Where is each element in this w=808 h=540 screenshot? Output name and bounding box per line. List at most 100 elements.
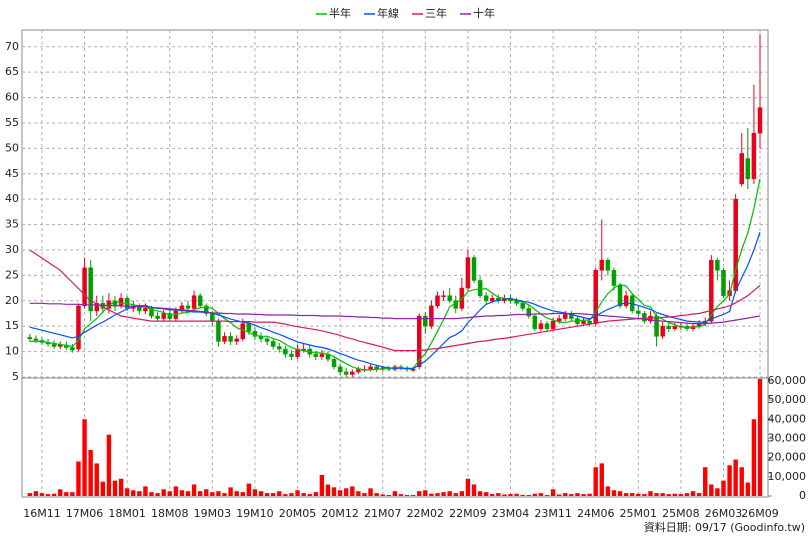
volume-bar — [727, 465, 732, 496]
y2-tick-label: 40,000 — [768, 412, 807, 425]
candle-body — [471, 257, 477, 281]
candle-body — [222, 336, 227, 342]
y2-tick-label: 30,000 — [768, 431, 807, 444]
candle-body — [435, 295, 440, 307]
candle-body — [666, 325, 671, 329]
candle-body — [581, 320, 586, 324]
x-tick-label: 22M02 — [407, 507, 445, 520]
volume-bar — [51, 493, 57, 496]
candle-body — [605, 259, 611, 271]
volume-bar — [252, 489, 258, 496]
volume-bar — [325, 484, 331, 496]
volume-bar — [64, 492, 69, 496]
volume-bar — [283, 494, 288, 496]
x-tick-label: 26M03 — [705, 507, 743, 520]
y-tick-label: 55 — [5, 116, 19, 129]
y2-tick-label: 50,000 — [768, 393, 807, 406]
candle-body — [715, 259, 720, 271]
candle-body — [356, 369, 361, 373]
volume-bar — [423, 490, 428, 496]
candle-body — [70, 347, 75, 351]
volume-bar — [483, 492, 489, 496]
x-tick-label: 21M07 — [364, 507, 402, 520]
volume-bar — [672, 493, 678, 496]
candle-body — [76, 305, 81, 350]
volume-bar — [690, 491, 696, 496]
volume-bar — [410, 495, 416, 496]
volume-bar — [696, 493, 702, 496]
volume-bar — [496, 493, 501, 496]
candle-body — [477, 280, 483, 296]
candle-body — [483, 295, 489, 302]
volume-bar — [611, 490, 617, 496]
volume-bar — [70, 492, 75, 496]
candle-body — [343, 371, 349, 375]
volume-bar — [544, 495, 550, 496]
volume-bar — [337, 490, 343, 496]
volume-bar — [471, 484, 477, 496]
candle-body — [368, 366, 373, 370]
legend-label: 十年 — [473, 6, 495, 20]
volume-bar — [313, 492, 318, 496]
x-tick-label: 19M10 — [236, 507, 274, 520]
x-tick-label: 24M06 — [577, 507, 615, 520]
candle-body — [289, 353, 294, 357]
volume-bar — [556, 494, 562, 496]
ma-line — [29, 302, 761, 325]
x-tick-label: 18M08 — [151, 507, 189, 520]
volume-bar — [289, 493, 294, 496]
candle-body — [337, 366, 343, 373]
x-tick-label: 25M08 — [662, 507, 700, 520]
volume-bar — [179, 490, 185, 496]
volume-bar — [374, 493, 379, 496]
candle-body — [118, 297, 124, 307]
volume-bar — [210, 492, 215, 496]
y-tick-label: 40 — [5, 192, 19, 205]
candle-body — [672, 325, 678, 329]
candle-body — [441, 295, 446, 297]
volume-bar — [112, 480, 118, 496]
x-tick-label: 22M09 — [449, 507, 487, 520]
volume-bar — [100, 481, 106, 496]
volume-bar — [88, 449, 93, 496]
volume-bar — [441, 492, 446, 496]
candle-body — [210, 313, 215, 322]
volume-bar — [143, 486, 148, 496]
volume-bar — [264, 493, 270, 496]
volume-bar — [666, 494, 671, 496]
candle-body — [283, 348, 288, 355]
volume-bar — [307, 494, 312, 496]
y2-tick-label: 20,000 — [768, 451, 807, 464]
volume-bar — [508, 494, 513, 496]
candle-body — [617, 285, 623, 307]
volume-bar — [277, 491, 282, 496]
y-tick-label: 15 — [5, 319, 19, 332]
candle-body — [167, 313, 173, 319]
volume-bar — [124, 488, 130, 496]
volume-bar — [709, 484, 714, 496]
x-tick-label: 16M11 — [23, 507, 61, 520]
y-tick-label: 5 — [12, 370, 19, 383]
volume-bar — [167, 491, 172, 496]
x-tick-label: 20M12 — [321, 507, 359, 520]
candle-body — [745, 158, 751, 180]
volume-bar — [380, 494, 385, 496]
volume-bar — [721, 480, 726, 496]
candle-body — [526, 308, 532, 317]
volume-bar — [350, 486, 355, 496]
candle-body — [532, 315, 538, 329]
volume-bar — [520, 494, 525, 496]
volume-bar — [216, 491, 221, 496]
y-tick-label: 70 — [5, 40, 19, 53]
volume-bar — [131, 490, 136, 496]
volume-bar — [751, 419, 757, 496]
y2-tick-label: 60,000 — [768, 374, 807, 387]
volume-bar — [575, 493, 580, 496]
candle-body — [611, 270, 617, 286]
volume-bar — [563, 493, 568, 496]
candle-body — [33, 338, 39, 341]
x-tick-label: 18M01 — [108, 507, 146, 520]
plot-frame — [21, 29, 769, 498]
volume-bar — [465, 478, 471, 496]
candle-body — [350, 371, 355, 375]
